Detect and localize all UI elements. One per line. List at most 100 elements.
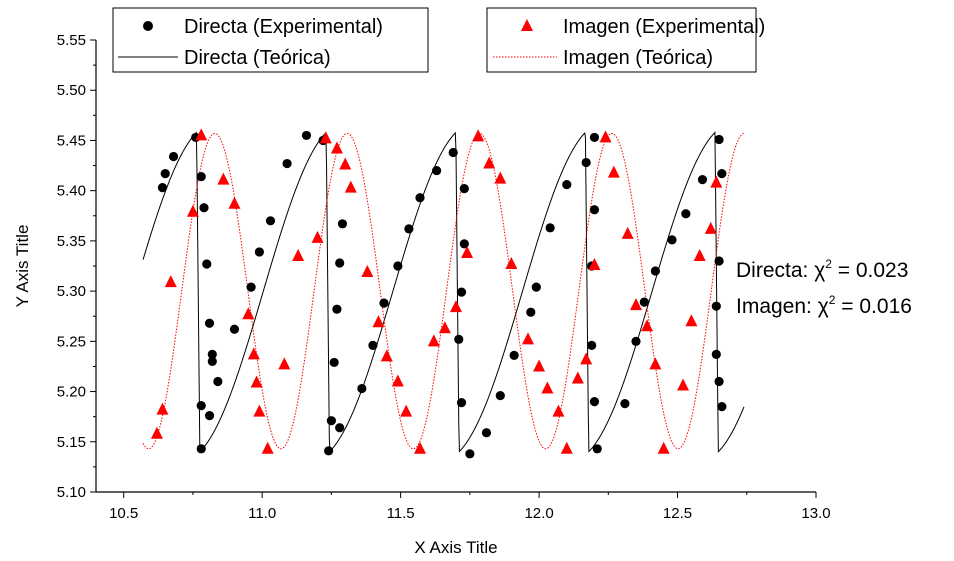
y-tick-label: 5.50 <box>57 82 86 99</box>
directa-point <box>393 261 403 271</box>
chi-annotation-imagen: Imagen: χ2 = 0.016 <box>736 293 912 318</box>
directa-point <box>404 224 414 234</box>
imagen-point <box>494 171 507 184</box>
imagen-point <box>414 441 426 454</box>
x-tick-label: 11.0 <box>248 505 276 522</box>
legend-left-box <box>112 7 429 73</box>
y-axis-ticks: 5.10 5.15 5.20 5.25 5.30 5.35 5.40 5.45 5.50 5.55 <box>57 32 96 501</box>
imagen-point <box>186 204 199 217</box>
directa-point <box>562 180 572 190</box>
imagen-point <box>195 128 208 141</box>
imagen-point <box>580 352 593 365</box>
imagen-point <box>438 321 451 334</box>
directa-point <box>301 130 312 141</box>
directa-point <box>454 334 464 344</box>
legend-right-box <box>486 7 757 73</box>
y-tick-label: 5.10 <box>57 484 86 501</box>
imagen-point <box>472 129 485 142</box>
x-tick-label: 13.0 <box>801 505 830 522</box>
y-tick-label: 5.35 <box>57 233 86 250</box>
legend-label-directa-exp: Directa (Experimental) <box>184 16 383 38</box>
imagen-point <box>217 172 230 185</box>
imagen-point <box>278 357 291 370</box>
directa-point <box>456 287 467 297</box>
imagen-point <box>330 141 343 154</box>
x-tick-label: 10.5 <box>109 505 138 522</box>
directa-point <box>526 307 536 317</box>
imagen-point <box>621 226 634 239</box>
directa-point <box>332 304 342 314</box>
imagen-point <box>450 300 462 313</box>
imagen-point <box>649 357 662 370</box>
directa-point <box>357 383 367 394</box>
imagen-point <box>427 334 440 347</box>
experimental-points <box>150 128 727 459</box>
imagen-point <box>483 156 496 169</box>
directa-point <box>650 266 660 276</box>
plot-area: 10.5 11.0 11.5 12.0 12.5 13.0 5.10 5.15 5.20 5.2… <box>57 32 831 522</box>
directa-point <box>589 205 600 215</box>
directa-point <box>714 134 724 145</box>
x-tick-label: 11.5 <box>387 505 415 522</box>
directa-point <box>207 356 217 367</box>
directa-point <box>196 444 206 454</box>
directa-point <box>254 247 264 257</box>
legend-right: Imagen (Experimental) Imagen (Teórica) <box>486 7 765 73</box>
directa-point <box>448 147 458 158</box>
directa-point <box>592 444 602 454</box>
theoretical-curves <box>142 131 745 454</box>
directa-point <box>714 256 724 266</box>
directa-point <box>717 168 727 179</box>
directa-point <box>415 193 425 203</box>
directa-point <box>589 397 600 407</box>
imagen-point <box>693 248 706 261</box>
y-tick-label: 5.20 <box>57 384 86 401</box>
legend-marker-directa-exp <box>143 21 153 31</box>
directa-point <box>717 402 727 412</box>
y-tick-label: 5.55 <box>57 32 86 49</box>
directa-point <box>631 336 641 346</box>
directa-point <box>711 349 721 359</box>
imagen-point <box>228 196 241 209</box>
imagen-point <box>685 314 698 327</box>
chi-annotation-directa: Directa: χ2 = 0.023 <box>736 257 908 282</box>
imagen-teorica-line <box>142 132 745 450</box>
directa-point <box>329 357 339 368</box>
directa-point <box>581 157 591 168</box>
directa-point <box>337 219 348 229</box>
y-tick-label: 5.40 <box>57 183 86 200</box>
directa-point <box>681 209 691 219</box>
x-tick-label: 12.5 <box>663 505 692 522</box>
imagen-point <box>552 404 565 417</box>
directa-point <box>456 398 467 408</box>
directa-point <box>620 399 630 409</box>
directa-point <box>157 183 168 193</box>
directa-point <box>160 168 170 179</box>
directa-point <box>204 318 215 328</box>
directa-point <box>246 282 256 292</box>
x-axis-title: X Axis Title <box>414 538 497 557</box>
imagen-point <box>505 256 518 269</box>
imagen-point <box>533 359 546 372</box>
imagen-point <box>150 426 163 439</box>
directa-point <box>282 158 292 169</box>
directa-point <box>589 132 600 143</box>
imagen-point <box>391 374 404 387</box>
imagen-point <box>400 404 413 417</box>
legend-label-imagen-teo: Imagen (Teórica) <box>563 47 713 69</box>
directa-point <box>199 203 209 213</box>
directa-point <box>324 446 334 456</box>
imagen-point <box>710 175 723 188</box>
y-tick-label: 5.30 <box>57 283 86 300</box>
imagen-point <box>261 441 274 454</box>
directa-point <box>368 340 378 350</box>
imagen-point <box>571 371 584 384</box>
chi-annotations: Directa: χ2 = 0.023 Imagen: χ2 = 0.016 <box>736 257 912 318</box>
directa-point <box>207 349 217 359</box>
directa-point <box>379 298 389 308</box>
imagen-point <box>242 307 255 320</box>
imagen-point <box>361 265 374 278</box>
imagen-point <box>250 375 263 388</box>
imagen-point <box>461 245 474 258</box>
